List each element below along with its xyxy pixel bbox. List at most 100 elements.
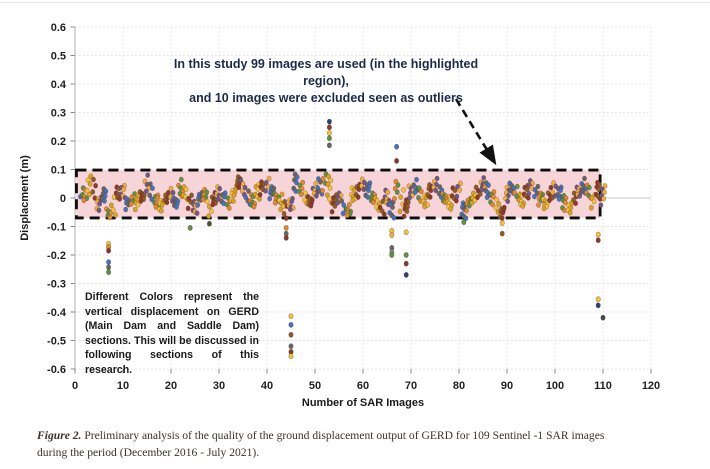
outlier-point <box>403 252 409 258</box>
data-point <box>267 195 273 202</box>
outlier-point <box>283 234 289 241</box>
outlier-point <box>595 231 601 238</box>
data-point <box>341 202 347 208</box>
study-note-line1: In this study 99 images are used (in the… <box>173 57 479 88</box>
data-point <box>84 187 90 194</box>
outlier-point <box>394 157 400 164</box>
data-point <box>283 215 289 221</box>
outlier-point <box>288 343 294 350</box>
data-point <box>107 214 113 221</box>
data-point <box>299 185 305 192</box>
y-tick-label: -0.3 <box>47 279 66 291</box>
data-point <box>153 204 159 210</box>
data-point <box>236 184 242 191</box>
data-point <box>117 196 122 202</box>
x-tick-label: 60 <box>357 380 369 392</box>
outlier-point <box>326 142 332 149</box>
data-point <box>393 178 399 185</box>
outlier-point <box>288 313 294 320</box>
outlier-point <box>187 224 193 231</box>
data-point <box>427 194 433 200</box>
y-tick-label: 0.1 <box>51 165 66 177</box>
x-tick-label: 100 <box>546 380 564 392</box>
data-point <box>601 196 607 202</box>
data-point <box>308 203 314 209</box>
data-point <box>327 185 333 191</box>
data-point <box>586 184 592 191</box>
outlier-point <box>106 264 112 271</box>
data-point <box>428 187 434 194</box>
y-tick-label: 0.3 <box>51 108 66 120</box>
data-point <box>85 177 91 183</box>
data-point <box>108 202 114 208</box>
data-point <box>500 209 506 216</box>
data-point <box>209 208 214 215</box>
x-axis-title: Number of SAR Images <box>301 397 425 409</box>
data-point <box>484 194 490 201</box>
data-point <box>313 180 319 187</box>
outlier-point <box>403 271 409 278</box>
data-point <box>278 206 284 213</box>
data-point <box>524 186 530 193</box>
y-tick-label: 0.6 <box>51 22 66 34</box>
data-point <box>251 203 257 210</box>
study-note: In this study 99 images are used (in the… <box>150 56 502 107</box>
data-point <box>385 189 391 195</box>
data-point <box>257 191 263 198</box>
outlier-point <box>106 259 112 265</box>
data-point <box>170 189 176 196</box>
data-point <box>159 202 165 208</box>
data-point <box>469 200 475 206</box>
data-point <box>266 175 272 182</box>
data-point <box>532 193 537 200</box>
data-point <box>111 207 116 213</box>
data-point <box>93 182 98 189</box>
data-point <box>398 194 404 200</box>
data-point <box>128 201 134 207</box>
data-point <box>210 201 216 208</box>
outlier-point <box>288 321 294 328</box>
data-point <box>490 201 495 208</box>
x-tick-label: 50 <box>309 380 321 392</box>
outlier-point <box>595 302 601 309</box>
data-point <box>298 191 304 198</box>
figure-caption-text-line1: Preliminary analysis of the quality of t… <box>81 429 605 442</box>
data-point <box>433 181 439 188</box>
outlier-point <box>595 237 601 244</box>
y-tick-label: -0.6 <box>47 364 66 376</box>
data-point <box>121 186 127 193</box>
data-point <box>132 206 138 213</box>
data-point <box>414 176 419 183</box>
data-point <box>206 213 212 219</box>
data-point <box>562 199 568 206</box>
data-point <box>215 196 221 202</box>
data-point <box>490 193 496 200</box>
data-point <box>505 198 511 205</box>
x-tick-label: 90 <box>501 380 513 392</box>
data-point <box>135 201 141 208</box>
data-point <box>272 200 278 206</box>
data-point <box>230 198 236 204</box>
outlier-point <box>326 130 332 136</box>
data-point <box>397 208 403 215</box>
outlier-point <box>206 220 212 227</box>
figure-caption-label: Figure 2. <box>37 429 82 442</box>
data-point <box>335 200 340 206</box>
data-point <box>466 203 472 209</box>
page-top-rule <box>0 2 710 3</box>
data-point <box>463 215 469 222</box>
outlier-point <box>600 314 606 321</box>
data-point <box>558 187 563 194</box>
data-point <box>381 211 387 218</box>
data-point <box>87 191 92 198</box>
study-note-line2: and 10 images were excluded seen as outl… <box>189 91 463 105</box>
data-point <box>395 182 401 188</box>
data-point <box>88 173 94 179</box>
scatter-points <box>78 171 608 222</box>
data-point <box>195 202 201 208</box>
x-tick-label: 20 <box>165 380 177 392</box>
data-point <box>591 198 597 205</box>
outlier-point <box>283 224 289 231</box>
outlier-point <box>403 229 409 236</box>
data-point <box>279 191 285 198</box>
